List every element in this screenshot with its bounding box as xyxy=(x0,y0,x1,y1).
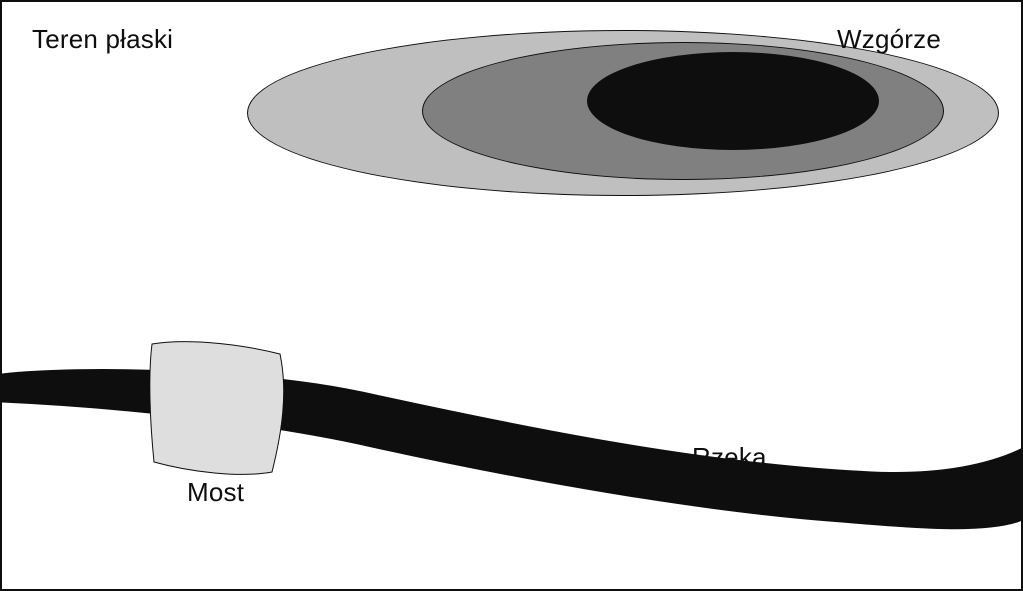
bridge-shape xyxy=(150,342,284,475)
label-hill: Wzgórze xyxy=(837,24,941,55)
river-shape xyxy=(2,370,1023,529)
label-bridge: Most xyxy=(187,477,244,508)
label-river: Rzeka xyxy=(692,442,767,473)
diagram-canvas: Teren płaski Wzgórze Most Rzeka xyxy=(0,0,1023,591)
hill-inner-ellipse xyxy=(587,52,879,150)
label-flat-terrain: Teren płaski xyxy=(32,24,173,55)
